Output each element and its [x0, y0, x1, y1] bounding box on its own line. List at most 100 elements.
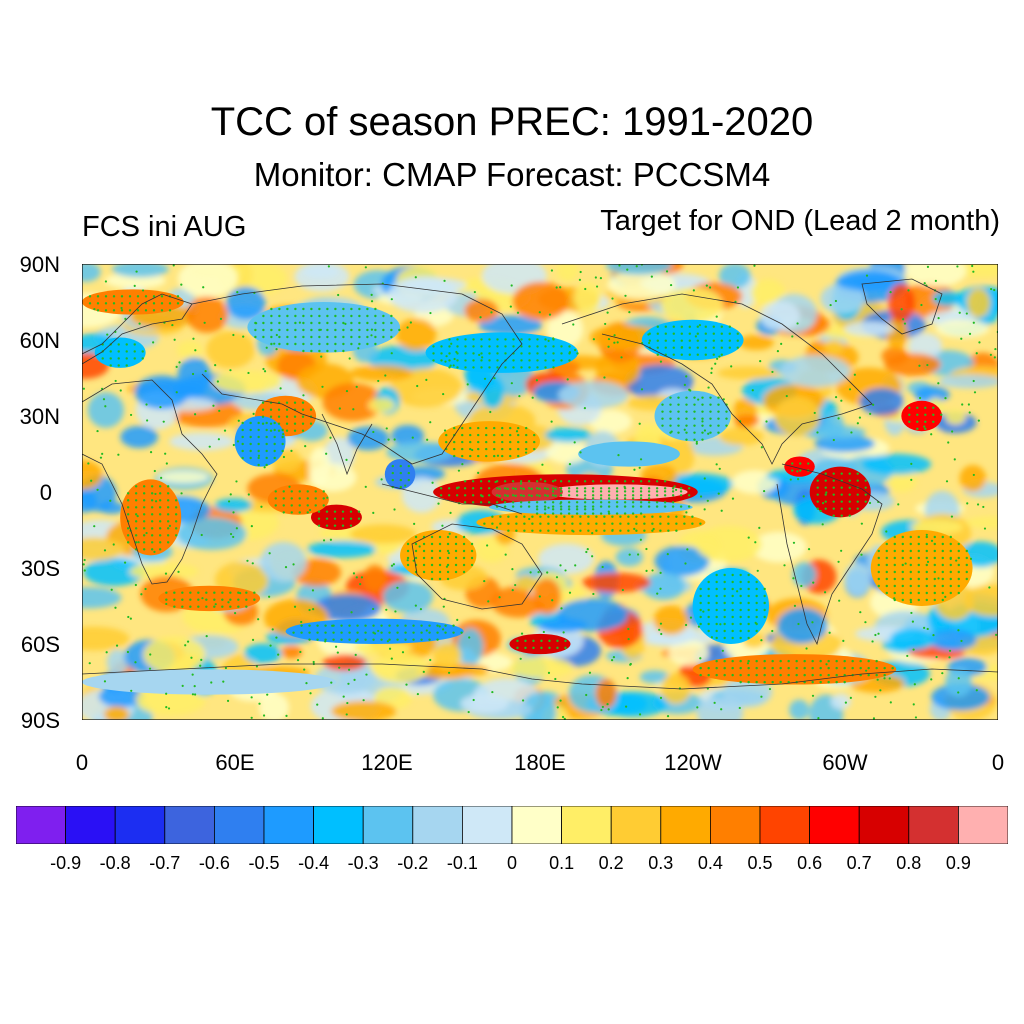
significance-dot	[487, 480, 491, 483]
significance-dot	[933, 563, 936, 567]
significance-dot	[715, 601, 718, 605]
significance-dot	[958, 311, 961, 314]
significance-dot	[693, 403, 696, 406]
significance-dot	[370, 328, 374, 331]
significance-dot	[926, 560, 930, 563]
significance-dot	[532, 646, 535, 650]
significance-dot	[579, 515, 582, 518]
significance-dot	[550, 269, 554, 272]
significance-dot	[392, 563, 395, 566]
correlation-blob	[478, 315, 543, 336]
significance-dot	[859, 611, 862, 614]
significance-dot	[725, 424, 728, 427]
significance-dot	[471, 480, 475, 483]
significance-dot	[93, 307, 96, 311]
significance-dot	[298, 497, 301, 500]
correlation-blob	[308, 463, 357, 492]
significance-dot	[481, 495, 484, 498]
significance-dot	[447, 494, 451, 497]
significance-dot	[504, 345, 507, 348]
significance-dot	[440, 345, 443, 348]
significance-dot	[176, 302, 180, 305]
significance-dot	[795, 659, 798, 663]
significance-dot	[396, 624, 399, 627]
significance-dot	[994, 347, 997, 351]
significance-dot	[848, 479, 851, 482]
significance-dot	[306, 497, 309, 500]
significance-dot	[623, 494, 627, 497]
significance-dot	[760, 639, 763, 642]
significance-dot	[302, 314, 305, 318]
significance-dot	[686, 548, 689, 551]
significance-dot	[626, 268, 629, 271]
significance-dot	[106, 333, 109, 336]
significance-dot	[832, 438, 835, 442]
significance-dot	[412, 631, 415, 634]
significance-dot	[712, 339, 715, 342]
significance-dot	[406, 326, 409, 329]
significance-dot	[600, 708, 603, 712]
significance-dot	[893, 577, 896, 581]
significance-dot	[447, 671, 451, 674]
significance-dot	[112, 309, 116, 312]
significance-dot	[544, 338, 547, 341]
significance-dot	[591, 494, 595, 497]
significance-dot	[535, 487, 539, 490]
significance-dot	[990, 287, 993, 291]
significance-dot	[694, 335, 697, 338]
significance-dot	[430, 556, 434, 560]
significance-dot	[731, 636, 734, 640]
significance-dot	[517, 454, 520, 458]
significance-dot	[464, 338, 467, 341]
significance-dot	[607, 708, 610, 711]
significance-dot	[940, 413, 943, 416]
significance-dot	[302, 328, 305, 332]
significance-dot	[479, 480, 483, 483]
correlation-blob	[82, 626, 130, 651]
lat-label-30s: 30S	[20, 556, 60, 581]
significance-dot	[337, 293, 340, 297]
significance-dot	[840, 500, 843, 503]
significance-dot	[290, 490, 293, 493]
significance-dot	[347, 682, 350, 685]
significance-dot	[848, 514, 851, 517]
significance-dot	[747, 601, 750, 605]
significance-dot	[391, 478, 394, 482]
correlation-blob	[460, 693, 509, 714]
significance-dot	[960, 639, 963, 643]
significance-dot	[918, 364, 921, 367]
significance-dot	[875, 673, 878, 677]
significance-dot	[468, 636, 471, 639]
correlation-blob	[792, 562, 817, 588]
significance-dot	[848, 493, 851, 496]
significance-dot	[278, 328, 281, 332]
significance-dot	[848, 388, 852, 391]
significance-dot	[158, 541, 162, 544]
significance-dot	[350, 314, 353, 318]
correlation-blob	[639, 670, 670, 684]
significance-dot	[523, 529, 526, 532]
correlation-blob	[169, 432, 235, 451]
significance-dot	[414, 542, 418, 546]
significance-dot	[699, 601, 702, 605]
significance-dot	[803, 666, 806, 670]
significance-dot	[965, 570, 968, 574]
significance-dot	[667, 522, 670, 525]
significance-dot	[144, 295, 148, 298]
significance-dot	[445, 565, 449, 568]
significance-dot	[603, 515, 606, 518]
significance-dot	[396, 586, 399, 589]
significance-dot	[126, 499, 130, 502]
significance-dot	[747, 594, 750, 598]
significance-dot	[257, 618, 260, 621]
significance-dot	[438, 535, 442, 539]
significance-dot	[277, 653, 280, 656]
significance-dot	[677, 417, 680, 420]
significance-dot	[917, 563, 920, 567]
significance-dot	[278, 307, 281, 311]
significance-dot	[193, 685, 196, 688]
significance-dot	[493, 440, 496, 444]
significance-dot	[464, 345, 467, 348]
significance-dot	[134, 520, 138, 523]
significance-dot	[763, 673, 766, 677]
